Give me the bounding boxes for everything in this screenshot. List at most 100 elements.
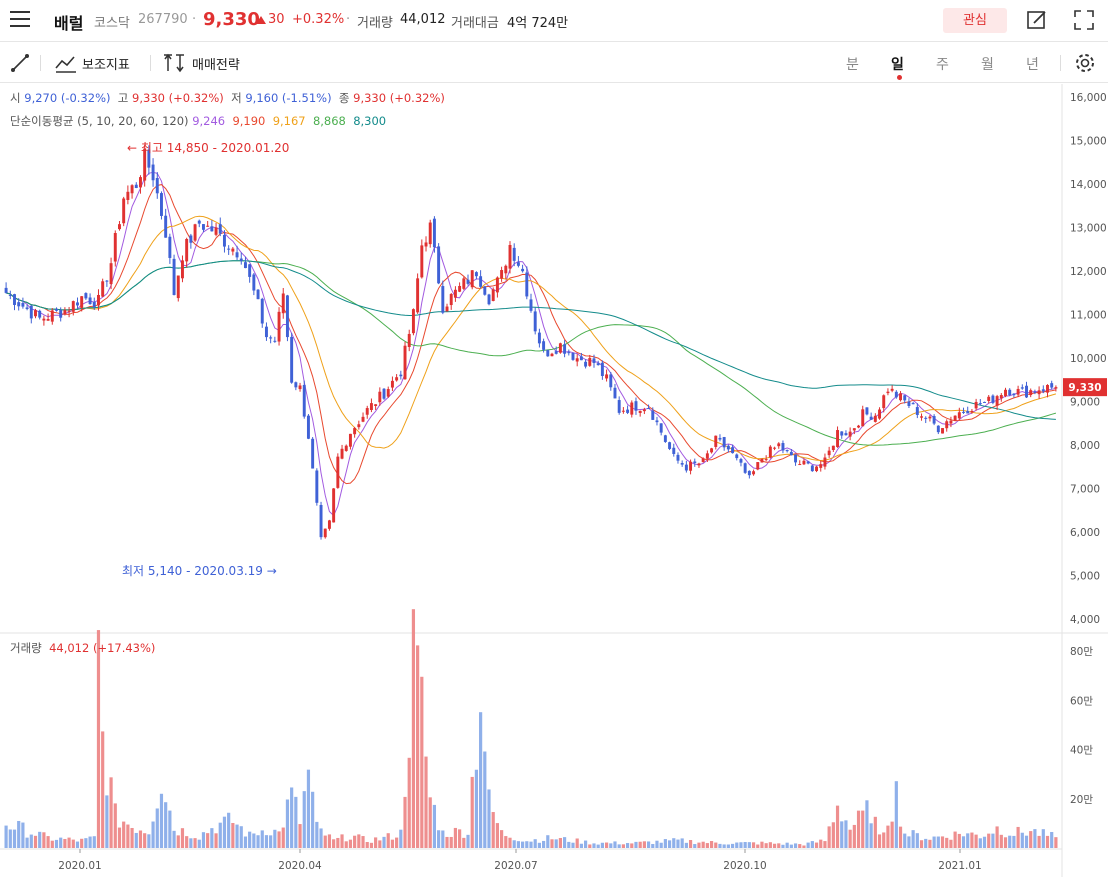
- volume-bar: [432, 804, 437, 848]
- candle-body: [516, 262, 520, 266]
- candle-body: [164, 215, 168, 238]
- period-week[interactable]: 주: [936, 57, 949, 73]
- candle-body: [386, 389, 390, 397]
- volume-bar: [961, 836, 966, 848]
- volume-bar: [147, 834, 151, 848]
- separator-dot: ·: [346, 12, 351, 27]
- volume-bar: [634, 841, 638, 848]
- volume-bar: [298, 824, 302, 848]
- volume-bar: [491, 812, 495, 848]
- volume-bar: [21, 822, 25, 848]
- candle-body: [353, 428, 357, 435]
- price-tick-label: 7,000: [1070, 484, 1100, 496]
- volume-bar: [508, 837, 512, 848]
- candle-body: [453, 289, 457, 298]
- candle-body: [42, 318, 46, 321]
- volume-bar: [252, 833, 256, 848]
- candle-body: [441, 286, 445, 313]
- candle-body: [495, 277, 499, 293]
- amount-value: 4억 724만: [507, 16, 569, 31]
- candle-body: [592, 358, 596, 363]
- volume-bar: [281, 827, 285, 848]
- candle-body: [105, 280, 109, 282]
- candle-body: [869, 416, 873, 420]
- volume-bar: [462, 837, 466, 848]
- candle-body: [911, 403, 915, 405]
- candle-body: [836, 430, 840, 448]
- candle-body: [525, 272, 529, 297]
- volume-bar: [75, 841, 80, 848]
- favorite-button[interactable]: 관심: [943, 8, 1007, 33]
- candle-body: [949, 420, 953, 424]
- volume-bar: [151, 821, 155, 848]
- volume-bar: [861, 810, 865, 848]
- candle-body: [264, 326, 268, 338]
- volume-bar: [403, 796, 407, 848]
- volume-bar: [63, 838, 67, 848]
- volume-bar: [705, 843, 709, 848]
- candle-body: [710, 448, 714, 453]
- candle-body: [17, 302, 21, 307]
- settings-gear-icon[interactable]: [1074, 52, 1096, 74]
- candle-body: [504, 265, 508, 274]
- candle-body: [445, 306, 449, 312]
- volume-bar: [399, 829, 403, 848]
- candle-body: [273, 340, 277, 342]
- candle-body: [743, 463, 747, 473]
- time-tick-label: 2020.07: [494, 860, 537, 872]
- volume-bar: [285, 799, 290, 848]
- volume-bar: [970, 832, 974, 848]
- volume-bar: [138, 830, 143, 848]
- strategy-icon[interactable]: [163, 53, 185, 73]
- candle-body: [369, 403, 373, 410]
- candle-body: [512, 247, 516, 261]
- indicator-button[interactable]: 보조지표: [82, 58, 130, 73]
- volume-bar: [936, 836, 940, 848]
- price-chart[interactable]: 16,000 15,000 14,000 13,000 12,000 11,000 10,0…: [0, 84, 1108, 877]
- ma20-value: 9,167: [272, 114, 306, 128]
- volume-bar: [919, 840, 924, 848]
- candle-body: [92, 301, 96, 308]
- candle-body: [945, 421, 949, 429]
- volume-bar: [953, 831, 957, 848]
- candle-body: [235, 252, 239, 258]
- candle-body: [798, 464, 802, 466]
- low-annotation: 최저 5,140 - 2020.03.19 →: [122, 564, 277, 578]
- volume-bar: [823, 841, 827, 848]
- ma-info: 단순이동평균 (5, 10, 20, 60, 120) 9,246 9,190 …: [10, 113, 386, 129]
- period-year[interactable]: 년: [1026, 57, 1039, 73]
- candle-body: [621, 410, 625, 412]
- period-minute[interactable]: 분: [846, 57, 859, 73]
- candle-body: [336, 456, 340, 488]
- volume-bar: [332, 839, 336, 848]
- volume-bar: [189, 838, 193, 848]
- period-month[interactable]: 월: [981, 57, 994, 73]
- active-period-indicator: [897, 75, 902, 80]
- candle-body: [626, 409, 630, 413]
- candle-body: [407, 333, 411, 347]
- period-day[interactable]: 일: [891, 57, 904, 73]
- indicator-icon[interactable]: [55, 53, 77, 73]
- volume-bar: [327, 834, 332, 848]
- volume-bar: [819, 839, 823, 848]
- draw-line-icon[interactable]: [10, 53, 30, 73]
- volume-bar: [718, 843, 722, 848]
- fullscreen-icon[interactable]: [1073, 9, 1095, 31]
- menu-icon[interactable]: [10, 11, 30, 29]
- candle-body: [1016, 388, 1020, 395]
- price-tick-label: 15,000: [1070, 136, 1107, 148]
- strategy-button[interactable]: 매매전략: [192, 58, 240, 73]
- price-change: 30: [268, 12, 285, 27]
- candle-body: [726, 445, 730, 450]
- volume-bar: [777, 843, 781, 848]
- candle-body: [151, 164, 155, 181]
- up-triangle-icon: [256, 16, 266, 24]
- candle-body: [693, 461, 697, 463]
- volume-bar: [458, 829, 462, 848]
- volume-bar: [995, 826, 999, 848]
- volume-bar: [898, 826, 903, 848]
- high-label: 고: [117, 91, 129, 105]
- edit-icon[interactable]: [1026, 9, 1048, 31]
- candle-body: [285, 295, 289, 338]
- price-tick-label: 13,000: [1070, 223, 1107, 235]
